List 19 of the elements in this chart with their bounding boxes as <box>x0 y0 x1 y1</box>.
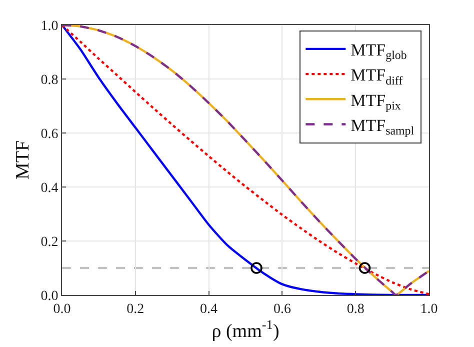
y-tick-label: 0.6 <box>40 126 58 142</box>
x-tick-label: 0.6 <box>273 302 291 317</box>
line-series <box>62 25 429 295</box>
legend-label: MTF$_{pix}$ <box>350 90 401 112</box>
legend-label: MTF$_{sampl}$ <box>350 116 415 138</box>
x-tick-label: 0.8 <box>346 302 364 317</box>
legend-label: MTF$_{diff}$ <box>350 66 403 88</box>
x-tick-label: 0.0 <box>53 302 71 317</box>
x-tick-label: 1.0 <box>420 302 438 317</box>
x-tick-label: 0.4 <box>200 302 218 317</box>
y-tick-label: 0.8 <box>40 72 58 88</box>
y-tick-label: 0.0 <box>40 288 58 304</box>
y-tick-label: 0.4 <box>40 180 58 196</box>
y-tick-label: 0.2 <box>40 234 58 250</box>
y-tick-label: 1.0 <box>40 18 58 34</box>
x-axis-title: ρ (mm$^{-1}$) <box>212 316 280 342</box>
y-axis-title: MTF <box>12 140 34 180</box>
x-tick-label: 0.2 <box>126 302 144 317</box>
legend-label: MTF$_{glob}$ <box>350 40 407 62</box>
